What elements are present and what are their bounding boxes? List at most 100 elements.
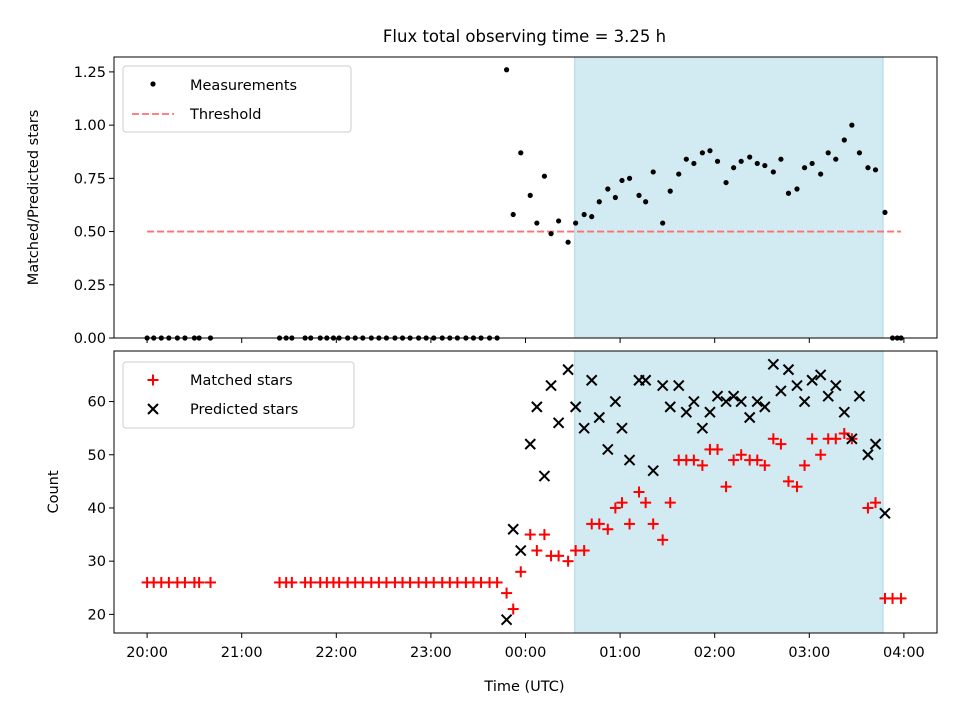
matched-star-point	[751, 454, 763, 466]
measurement-point	[676, 171, 682, 177]
predicted-star-point	[688, 395, 700, 408]
measurement-point	[589, 214, 595, 220]
top-plot-area: 0.00 0.25 0.50 0.75 1.00 1.25	[74, 56, 938, 347]
measurement-point	[841, 137, 847, 143]
predicted-star-point	[879, 507, 891, 519]
matched-star-point	[806, 433, 818, 445]
measurement-point	[833, 156, 839, 162]
predicted-star-point	[782, 363, 795, 376]
predicted-star-point	[814, 369, 827, 381]
bottom-x-tick-label: 03:00	[788, 645, 830, 661]
predicted-star-point	[664, 401, 676, 413]
top-x-axis	[146, 338, 905, 343]
predicted-star-point	[720, 395, 732, 408]
matched-star-point	[491, 576, 503, 588]
measurement-point	[865, 165, 871, 171]
measurement-point	[643, 199, 649, 205]
predicted-star-point	[775, 385, 787, 397]
matched-star-point	[624, 518, 636, 530]
measurement-point	[882, 209, 888, 216]
predicted-star-point	[593, 411, 605, 424]
matched-legend-marker	[147, 374, 159, 386]
measurement-point	[581, 211, 587, 218]
predicted-star-point	[791, 379, 803, 392]
matched-star-point	[578, 545, 590, 557]
predicted-star-point	[743, 411, 756, 424]
measurement-point	[872, 167, 879, 173]
predicted-star-point	[562, 363, 574, 376]
predicted-star-point	[711, 390, 724, 402]
top-legend-box	[122, 65, 352, 133]
predicted-star-point	[515, 544, 527, 557]
measurements-legend-marker	[150, 81, 156, 87]
bottom-x-tick-label: 20:00	[126, 645, 168, 661]
measurement-point	[794, 186, 800, 192]
predicted-star-point	[798, 395, 811, 408]
measurement-point	[565, 239, 571, 245]
matched-star-point	[531, 545, 543, 557]
measurement-point	[612, 194, 618, 201]
measurement-point	[714, 158, 721, 164]
measurement-point	[660, 220, 666, 226]
top-y-tick-label: 1.00	[74, 118, 106, 134]
bottom-y-tick-label: 40	[88, 501, 106, 517]
measurement-point	[556, 218, 562, 224]
predicted-star-point	[830, 379, 842, 392]
predicted-star-point	[862, 449, 874, 461]
predicted-star-point	[623, 454, 636, 466]
measurement-point	[510, 211, 516, 218]
top-y-axis-label: Matched/Predicted stars	[26, 110, 42, 286]
measurement-point	[527, 192, 533, 198]
matched-star-point	[720, 481, 732, 493]
matched-star-point	[507, 603, 519, 615]
matched-star-point	[696, 459, 708, 471]
matched-star-point	[657, 534, 669, 546]
matched-star-point	[179, 576, 191, 588]
predicted-star-point	[531, 401, 543, 413]
predicted-star-point	[578, 422, 590, 434]
predicted-star-point	[680, 406, 693, 418]
measurement-point	[856, 150, 863, 156]
top-legend: Measurements Threshold	[122, 65, 352, 133]
predicted-star-point	[704, 406, 716, 418]
bottom-legend: Matched stars Predicted stars	[122, 361, 355, 429]
matched-star-point	[688, 454, 700, 466]
matched-star-point	[775, 438, 787, 450]
top-chart-title: Flux total observing time = 3.25 h	[383, 27, 666, 46]
predicted-star-point	[656, 379, 669, 392]
measurement-point	[548, 231, 554, 237]
predicted-star-point	[838, 406, 851, 418]
measurement-point	[518, 150, 524, 156]
measurement-point	[747, 154, 753, 160]
matched-star-point	[791, 481, 803, 493]
measurement-point	[785, 190, 792, 196]
legend-label-threshold: Threshold	[189, 107, 261, 123]
measurement-point	[707, 148, 713, 154]
measurement-point	[699, 150, 705, 156]
bottom-observing-band	[574, 350, 884, 634]
bottom-y-axis-label: Count	[46, 470, 62, 513]
predicted-star-point	[609, 395, 622, 408]
measurement-point	[683, 156, 689, 162]
matched-star-point	[782, 475, 794, 487]
bottom-x-axis: 20:00 21:00 22:00 23:00 00:00 01:00 02:00 03:00…	[126, 633, 925, 661]
predicted-star-point	[500, 613, 513, 626]
predicted-star-point	[538, 470, 551, 482]
measurement-point	[731, 165, 737, 171]
measurement-point	[770, 169, 776, 175]
top-y-tick-label: 0.75	[74, 171, 106, 187]
measurement-point	[605, 186, 611, 192]
legend-label-measurements: Measurements	[190, 78, 297, 94]
bottom-y-tick-label: 30	[88, 554, 106, 570]
matched-star-point	[553, 550, 565, 562]
bottom-y-tick-label: 50	[88, 448, 106, 464]
predicted-star-point	[569, 401, 582, 413]
top-observing-band	[574, 56, 884, 339]
top-y-tick-label: 0.00	[74, 331, 106, 347]
measurement-point	[650, 169, 656, 175]
measurement-point	[801, 165, 808, 171]
predicted-star-point	[639, 374, 652, 386]
matched-star-point	[759, 459, 771, 471]
predicted-star-point	[759, 401, 771, 413]
